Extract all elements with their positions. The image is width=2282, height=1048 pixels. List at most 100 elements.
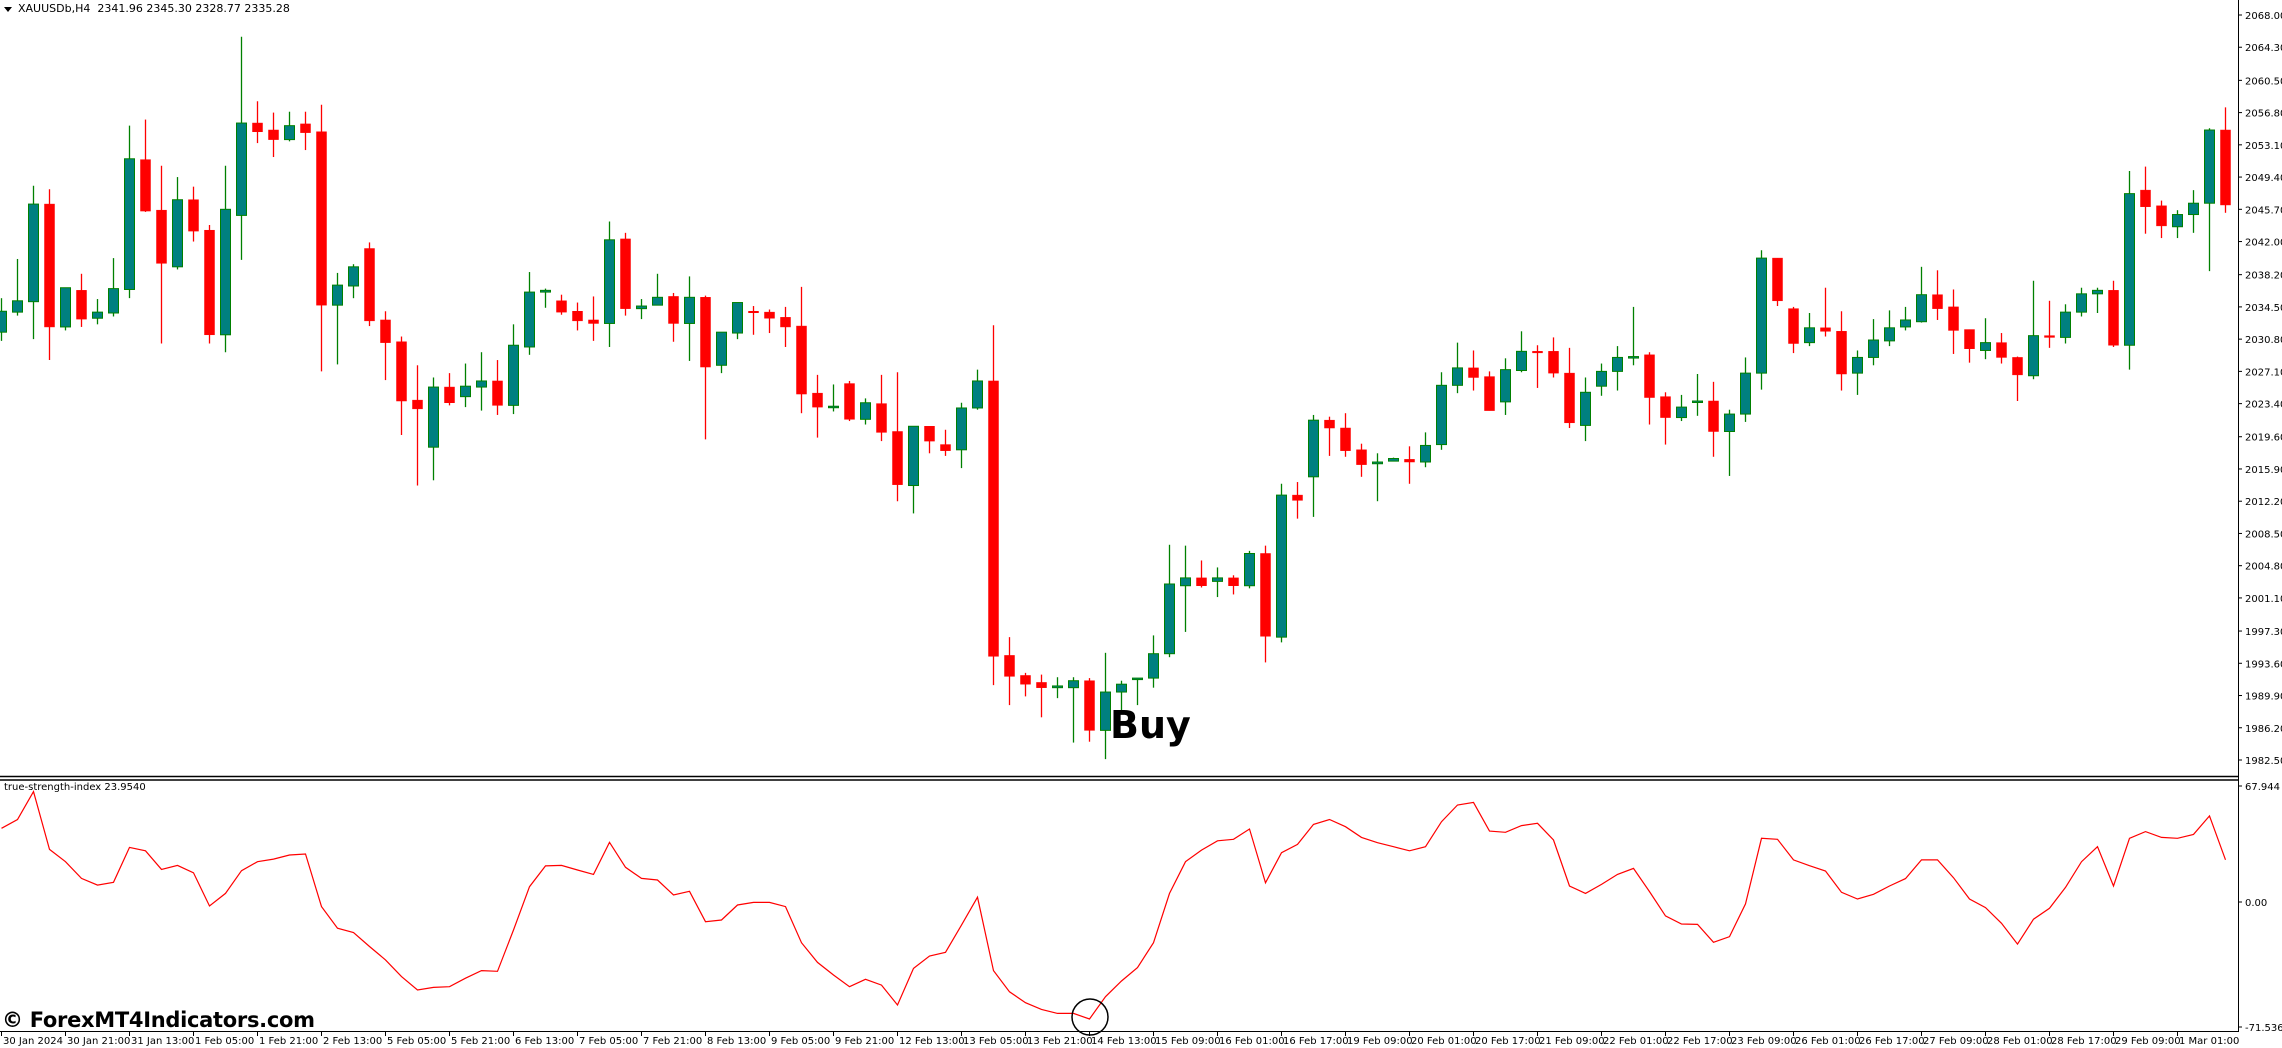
price-label: 2030.80 <box>2245 335 2282 346</box>
price-label: 2008.50 <box>2245 529 2282 540</box>
candle <box>108 258 119 317</box>
candle <box>412 365 423 486</box>
time-label: 13 Feb 05:00 <box>963 1036 1029 1047</box>
bull-candle-body <box>1100 691 1111 731</box>
bear-candle-body <box>444 386 455 403</box>
candle <box>12 258 23 316</box>
candle <box>2108 280 2119 347</box>
price-label: 2038.20 <box>2245 271 2282 282</box>
candle <box>1132 677 1143 706</box>
price-label: 1993.60 <box>2245 659 2282 670</box>
time-label: 7 Feb 05:00 <box>579 1036 638 1047</box>
bear-candle-body <box>1836 331 1847 375</box>
bear-candle-body <box>1932 294 1943 309</box>
candle <box>1964 329 1975 363</box>
bull-candle-body <box>684 296 695 324</box>
bull-candle-body <box>1052 685 1063 689</box>
price-label: 2034.50 <box>2245 303 2282 314</box>
price-label: 1982.50 <box>2245 756 2282 767</box>
bear-candle-body <box>140 159 151 212</box>
bear-candle-body <box>1196 577 1207 586</box>
bull-candle-body <box>540 289 551 293</box>
candle <box>2220 107 2231 213</box>
tsi-indicator-pane <box>1 790 2227 1020</box>
bull-candle-body <box>1068 680 1079 689</box>
candle <box>940 429 951 456</box>
candle <box>668 292 679 342</box>
bear-candle-body <box>1548 351 1559 374</box>
bear-candle-body <box>156 209 167 264</box>
candle <box>764 309 775 334</box>
candle <box>1628 306 1639 366</box>
time-label: 28 Feb 01:00 <box>1987 1036 2053 1047</box>
candle <box>2124 170 2135 370</box>
candle <box>2140 166 2151 234</box>
bull-candle-body <box>1436 384 1447 446</box>
bear-candle-body <box>1964 329 1975 349</box>
candle <box>1692 373 1703 416</box>
bull-candle-body <box>1516 350 1527 372</box>
bull-candle-body <box>828 405 839 409</box>
bull-candle-body <box>732 302 743 334</box>
bear-candle-body <box>2012 357 2023 376</box>
time-label: 22 Feb 01:00 <box>1603 1036 1669 1047</box>
candle <box>1372 453 1383 502</box>
bull-candle-body <box>1148 653 1159 679</box>
bear-candle-body <box>188 199 199 232</box>
bear-candle-body <box>1356 449 1367 465</box>
bull-candle-body <box>1804 327 1815 344</box>
bear-candle-body <box>204 229 215 336</box>
candle <box>124 125 135 299</box>
candle <box>1804 313 1815 347</box>
triangle-down-icon[interactable] <box>4 6 12 12</box>
candle <box>1068 677 1079 743</box>
bull-candle-body <box>1916 294 1927 323</box>
bear-candle-body <box>700 297 711 368</box>
bull-candle-body <box>124 158 135 290</box>
candle <box>1052 677 1063 699</box>
time-label: 2 Feb 13:00 <box>323 1036 382 1047</box>
time-axis-labels: 30 Jan 2024 30 Jan 21:00 31 Jan 13:00 1 Feb… <box>1 1031 2239 1047</box>
bull-candle-body <box>428 386 439 448</box>
indicator-axis-label: 0.00 <box>2245 898 2267 909</box>
bull-candle-body <box>1884 327 1895 342</box>
bear-candle-body <box>2156 205 2167 227</box>
bear-candle-body <box>556 300 567 313</box>
bull-candle-body <box>716 331 727 366</box>
candle <box>1772 257 1783 307</box>
candle <box>1532 345 1543 388</box>
time-label: 26 Feb 17:00 <box>1859 1036 1925 1047</box>
candle <box>924 426 935 454</box>
candle <box>204 224 215 344</box>
bear-candle-body <box>316 131 327 306</box>
bear-candle-body <box>1532 351 1543 354</box>
bear-candle-body <box>668 296 679 324</box>
bull-candle-body <box>1852 356 1863 374</box>
time-label: 6 Feb 13:00 <box>515 1036 574 1047</box>
time-label: 29 Feb 09:00 <box>2115 1036 2181 1047</box>
bear-candle-body <box>1484 376 1495 411</box>
bear-candle-body <box>812 392 823 408</box>
candle <box>1500 358 1511 415</box>
bear-candle-body <box>1996 342 2007 358</box>
candle <box>2028 280 2039 380</box>
candle <box>732 302 743 340</box>
candle <box>1612 346 1623 391</box>
time-label: 16 Feb 17:00 <box>1283 1036 1349 1047</box>
time-label: 27 Feb 09:00 <box>1923 1036 1989 1047</box>
price-label: 2068.00 <box>2245 11 2282 22</box>
candle <box>140 119 151 212</box>
time-label: 30 Jan 2024 <box>3 1036 63 1047</box>
bull-candle-body <box>1628 356 1639 359</box>
candle <box>1932 270 1943 320</box>
bear-candle-body <box>2108 290 2119 346</box>
candles-layer <box>0 36 2231 760</box>
candle <box>1116 680 1127 711</box>
bull-candle-body <box>2076 293 2087 313</box>
bull-candle-body <box>1420 444 1431 463</box>
symbol-timeframe: XAUUSDb,H4 <box>18 2 91 15</box>
candle <box>860 398 871 425</box>
price-label: 2053.10 <box>2245 141 2282 152</box>
candle <box>1836 311 1847 391</box>
